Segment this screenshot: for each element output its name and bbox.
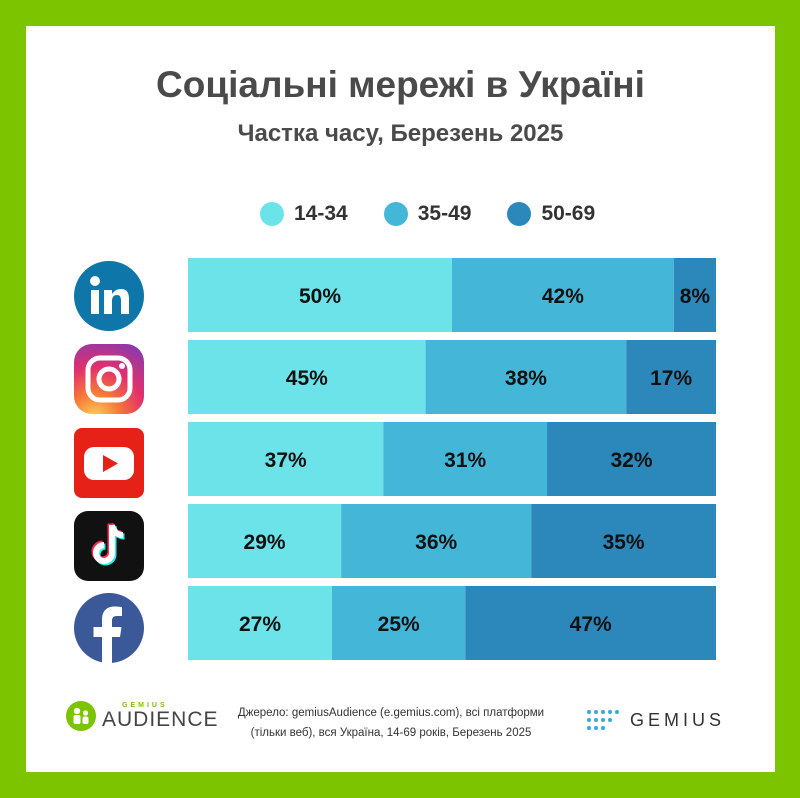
bar-linkedin-50-69 bbox=[673, 258, 716, 332]
audience-big-text: AUDIENCE bbox=[102, 708, 219, 731]
facebook-icon bbox=[74, 593, 144, 663]
source-line-1: Джерело: gemiusAudience (e.gemius.com), … bbox=[237, 707, 545, 719]
legend-label-1: 14-34 bbox=[294, 202, 348, 225]
bar-instagram-14-34 bbox=[188, 340, 426, 414]
bar-label-linkedin-50-69: 8% bbox=[680, 285, 711, 308]
linkedin-icon bbox=[74, 261, 144, 331]
bar-label-instagram-50-69: 17% bbox=[650, 367, 692, 390]
bar-label-youtube-50-69: 32% bbox=[611, 449, 653, 472]
legend-item-3: 50-69 bbox=[507, 202, 595, 226]
bar-label-tiktok-50-69: 35% bbox=[603, 531, 645, 554]
audience-small-text: GEMIUS bbox=[122, 702, 168, 709]
bar-label-facebook-50-69: 47% bbox=[570, 613, 612, 636]
bar-facebook-50-69 bbox=[465, 586, 716, 660]
instagram-icon bbox=[74, 344, 144, 414]
tiktok-icon bbox=[74, 511, 144, 581]
bar-tiktok-14-34 bbox=[188, 504, 342, 578]
bar-label-instagram-14-34: 45% bbox=[286, 367, 328, 390]
gemius-audience-logo: GEMIUS AUDIENCE bbox=[66, 701, 219, 731]
bar-label-tiktok-35-49: 36% bbox=[415, 531, 457, 554]
bar-tiktok-35-49 bbox=[341, 504, 532, 578]
legend-swatch-2 bbox=[383, 202, 408, 226]
bar-instagram-50-69 bbox=[626, 340, 716, 414]
bar-facebook-35-49 bbox=[332, 586, 466, 660]
bar-label-tiktok-14-34: 29% bbox=[244, 531, 286, 554]
bar-label-youtube-35-49: 31% bbox=[444, 449, 486, 472]
bar-youtube-35-49 bbox=[383, 422, 548, 496]
bar-linkedin-35-49 bbox=[452, 258, 674, 332]
page-title: Соціальні мережі в Україні bbox=[156, 64, 645, 105]
legend-label-2: 35-49 bbox=[417, 202, 472, 225]
gemius-logo: GEMIUS bbox=[586, 709, 725, 731]
gemius-dots-icon bbox=[587, 710, 619, 730]
bar-linkedin-14-34 bbox=[188, 258, 452, 332]
page-subtitle: Частка часу, Березень 2025 bbox=[237, 120, 564, 147]
legend-swatch-3 bbox=[507, 202, 532, 226]
source-note: Джерело: gemiusAudience (e.gemius.com), … bbox=[226, 703, 556, 743]
bar-label-facebook-35-49: 25% bbox=[378, 613, 420, 636]
bar-youtube-14-34 bbox=[188, 422, 384, 496]
bar-label-instagram-35-49: 38% bbox=[505, 367, 547, 390]
legend-item-1: 14-34 bbox=[260, 202, 348, 226]
bar-tiktok-50-69 bbox=[531, 504, 716, 578]
bar-label-linkedin-14-34: 50% bbox=[299, 285, 341, 308]
legend-swatch-1 bbox=[260, 202, 284, 226]
audience-people-icon bbox=[66, 701, 96, 731]
legend-item-2: 35-49 bbox=[383, 202, 472, 226]
bar-youtube-50-69 bbox=[547, 422, 716, 496]
bar-facebook-14-34 bbox=[188, 586, 332, 660]
legend: 14-34 35-49 50-69 bbox=[260, 202, 595, 226]
bar-label-linkedin-35-49: 42% bbox=[542, 285, 584, 308]
bar-instagram-35-49 bbox=[425, 340, 627, 414]
gemius-wordmark: GEMIUS bbox=[630, 709, 726, 730]
legend-label-3: 50-69 bbox=[541, 202, 596, 225]
source-line-2: (тільки веб), вся Україна, 14-69 років, … bbox=[250, 727, 532, 739]
bar-label-facebook-14-34: 27% bbox=[239, 613, 281, 636]
youtube-icon bbox=[74, 428, 144, 498]
bar-label-youtube-14-34: 37% bbox=[265, 449, 307, 472]
